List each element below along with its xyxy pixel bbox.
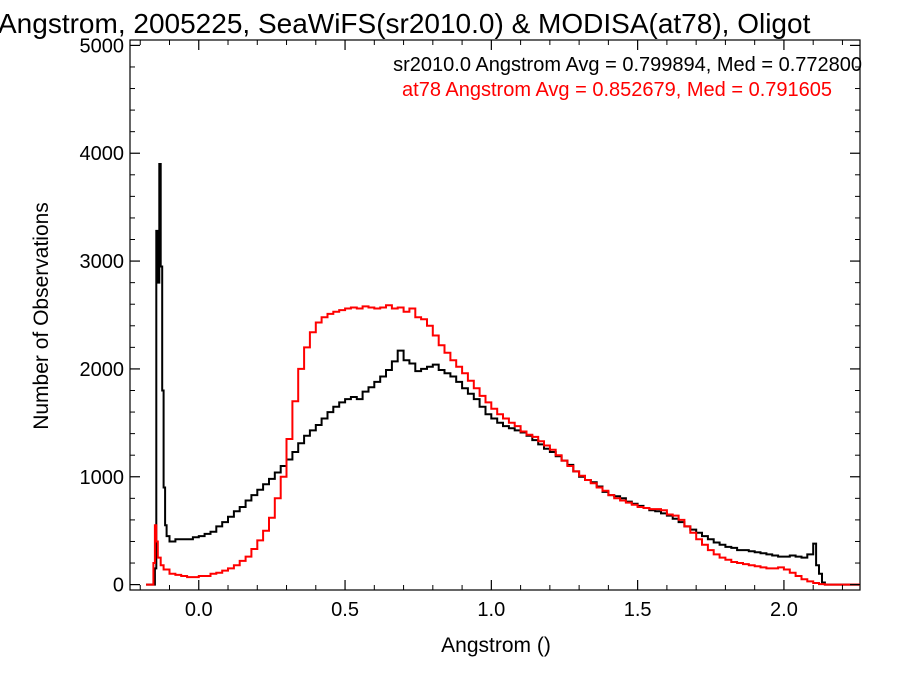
x-tick-label: 1.0 xyxy=(477,599,505,621)
plot-frame xyxy=(129,39,861,591)
y-axis-label: Number of Observations xyxy=(30,202,53,430)
x-tick-label: 2.0 xyxy=(770,599,798,621)
x-tick-label: 1.5 xyxy=(624,599,652,621)
x-tick-label: 0.0 xyxy=(185,599,213,621)
series-line-1 xyxy=(146,304,860,586)
annotation-sr2010-stats: sr2010.0 Angstrom Avg = 0.799894, Med = … xyxy=(393,54,862,76)
y-tick-label: 0 xyxy=(113,575,124,597)
x-axis-label: Angstrom () xyxy=(441,634,551,657)
series-line-0 xyxy=(146,163,860,586)
axes-layer: 0.0 0.5 1.0 1.5 2.0 0 1000 2000 3000 4000 5000 xyxy=(80,35,860,621)
annotation-at78-stats: at78 Angstrom Avg = 0.852679, Med = 0.79… xyxy=(402,79,832,101)
series-layer xyxy=(146,163,860,586)
y-tick-label: 3000 xyxy=(80,251,125,273)
y-tick-label: 5000 xyxy=(80,35,125,57)
chart-title: Angstrom, 2005225, SeaWiFS(sr2010.0) & M… xyxy=(0,8,811,39)
plot-area xyxy=(129,39,861,591)
y-tick-label: 1000 xyxy=(80,467,125,489)
y-tick-label: 2000 xyxy=(80,359,125,381)
y-tick-label: 4000 xyxy=(80,143,125,165)
x-tick-label: 0.5 xyxy=(331,599,359,621)
